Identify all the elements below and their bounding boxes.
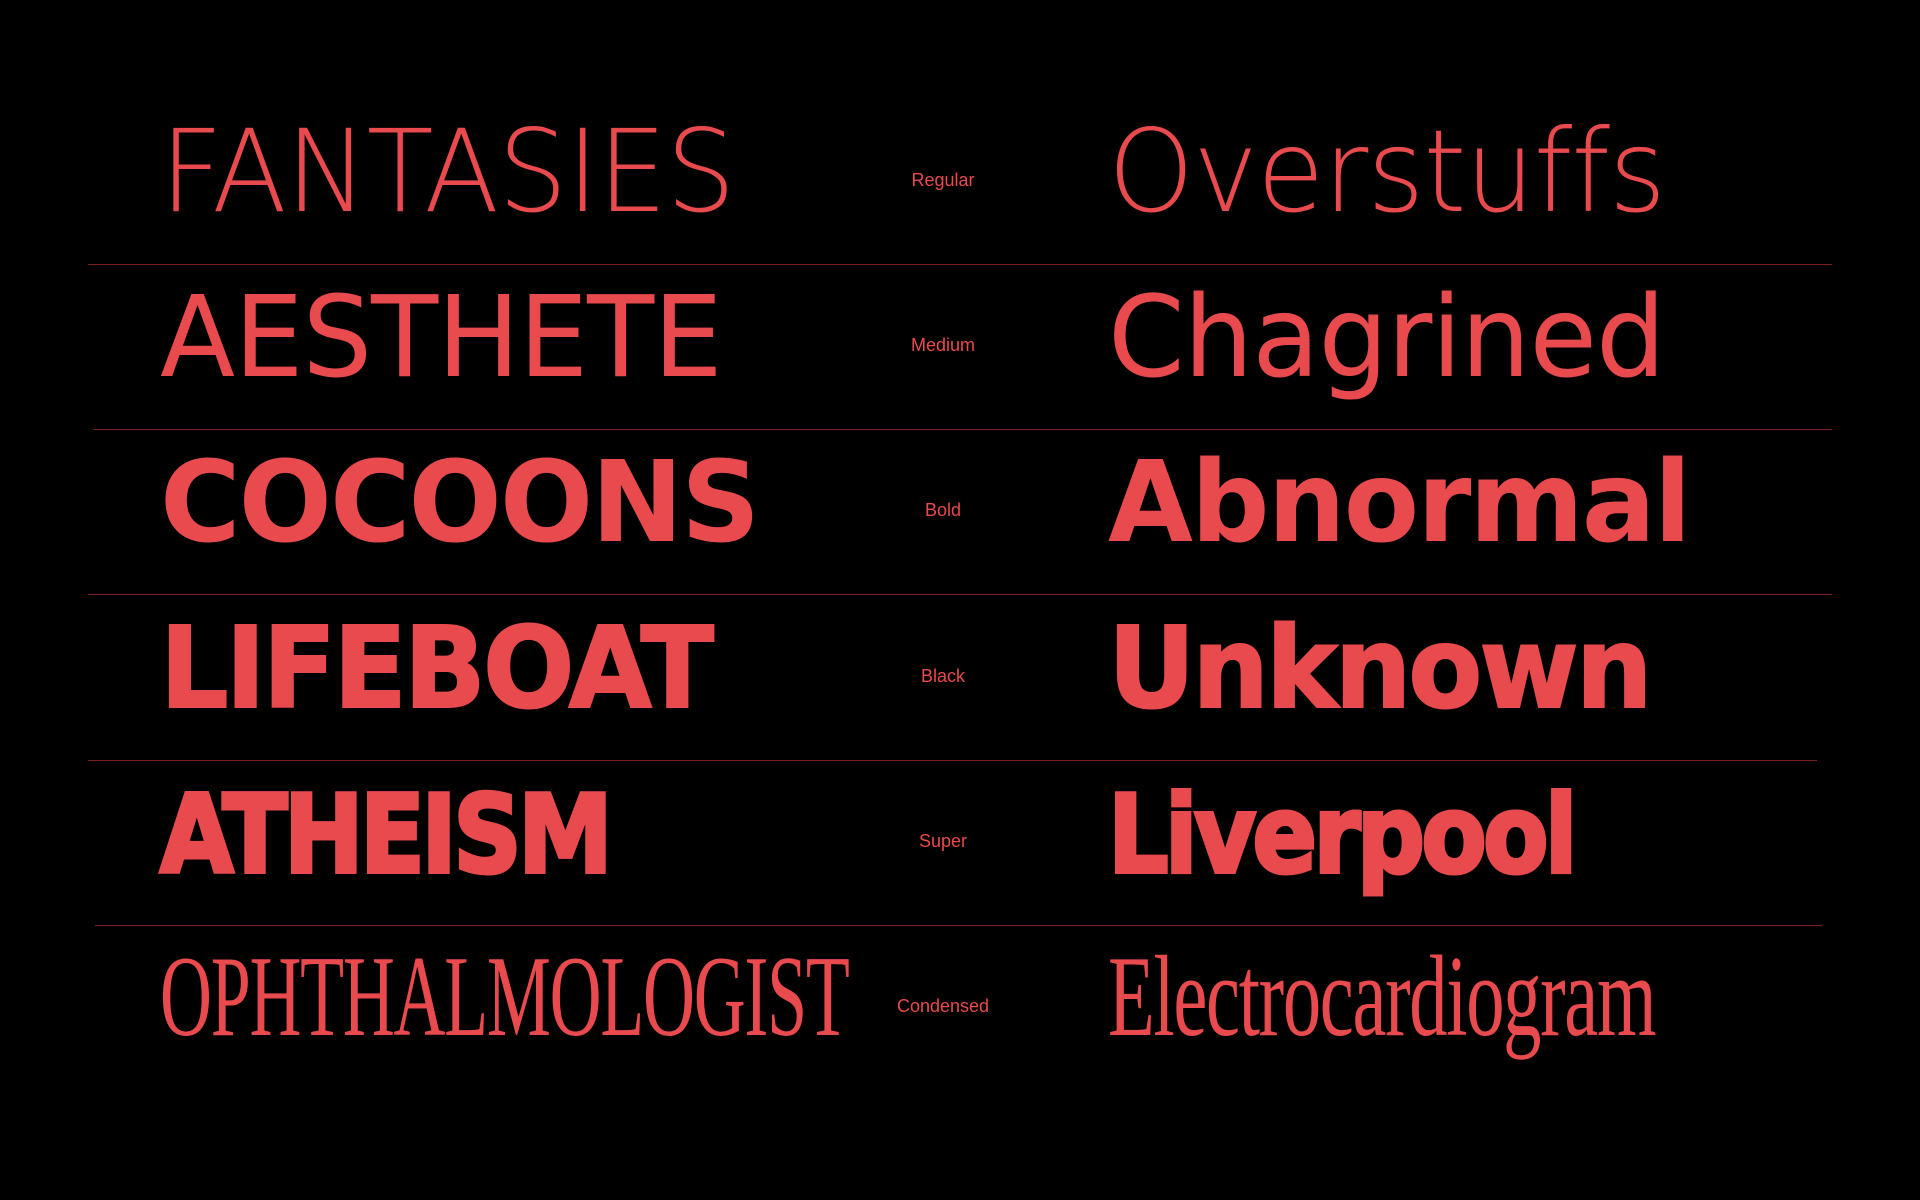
specimen-row-black: LIFEBOAT Black Unknown <box>0 596 1920 761</box>
weight-label: Condensed <box>896 996 990 1016</box>
weight-label: Super <box>918 831 968 851</box>
specimen-row-condensed: OPHTHALMOLOGIST Condensed Electrocardiog… <box>0 926 1920 1091</box>
row-divider <box>95 925 1822 926</box>
uppercase-sample: ATHEISM <box>158 773 614 898</box>
mixed-case-sample: Chagrined <box>1108 273 1666 403</box>
mixed-case-sample: Electrocardiogram <box>1108 933 1657 1061</box>
weight-label: Medium <box>910 335 976 355</box>
row-divider <box>88 594 1832 595</box>
specimen-row-super: ATHEISM Super Liverpool <box>0 761 1920 926</box>
specimen-row-medium: AESTHETE Medium Chagrined <box>0 265 1920 430</box>
row-divider <box>88 264 1832 265</box>
mixed-case-sample: Unknown <box>1107 604 1653 734</box>
mixed-case-sample: Abnormal <box>1108 438 1692 568</box>
weight-label: Black <box>920 666 966 686</box>
weight-label: Bold <box>924 500 962 520</box>
weight-label: Regular <box>911 170 975 190</box>
row-divider <box>88 760 1817 761</box>
uppercase-sample: FANTASIES <box>160 105 736 238</box>
uppercase-sample: AESTHETE <box>160 273 723 403</box>
uppercase-sample: OPHTHALMOLOGIST <box>160 933 850 1061</box>
specimen-row-bold: COCOONS Bold Abnormal <box>0 430 1920 595</box>
mixed-case-sample: Overstuffs <box>1108 105 1666 238</box>
specimen-row-regular: FANTASIES Regular Overstuffs <box>0 100 1920 265</box>
row-divider <box>93 429 1832 430</box>
uppercase-sample: LIFEBOAT <box>159 604 715 734</box>
uppercase-sample: COCOONS <box>160 438 760 568</box>
mixed-case-sample: Liverpool <box>1106 773 1579 898</box>
